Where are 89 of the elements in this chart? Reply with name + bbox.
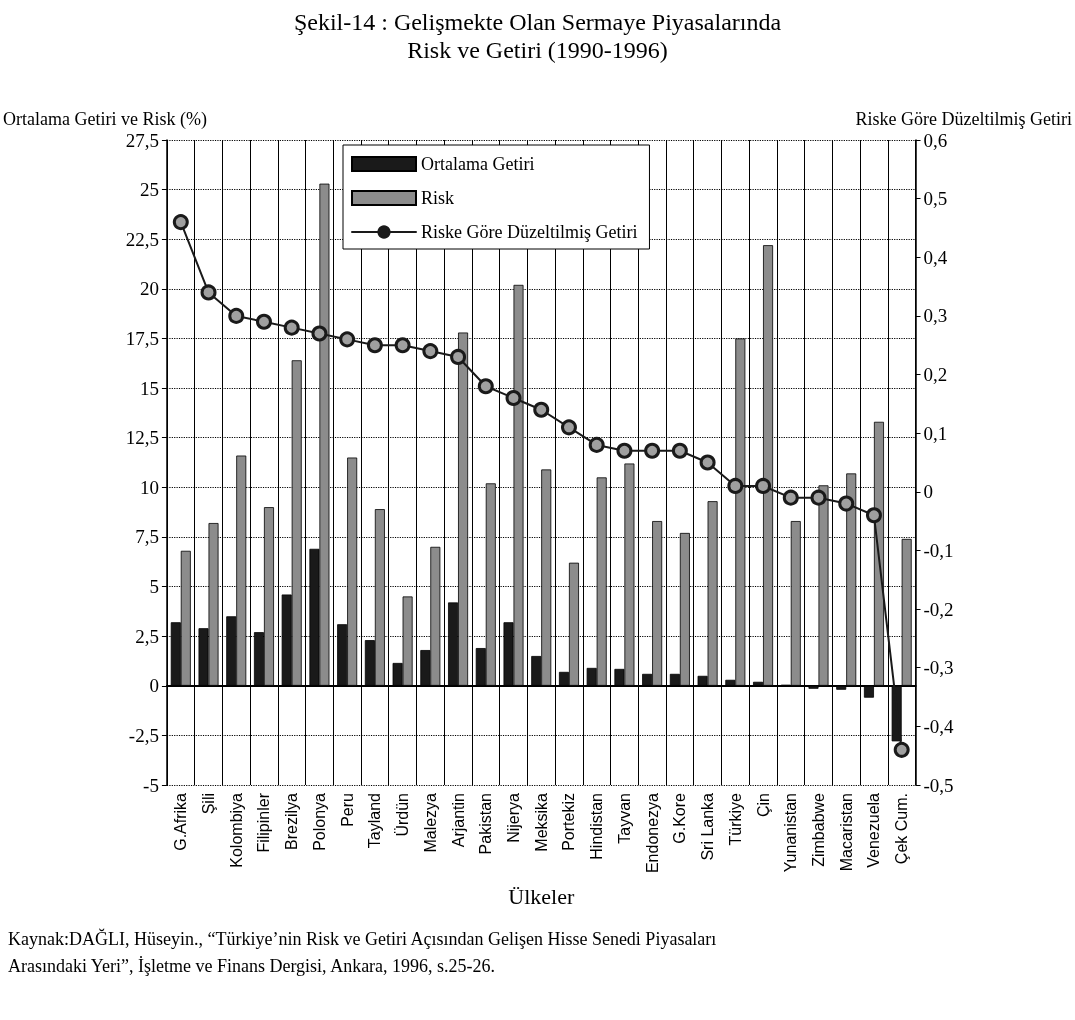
y-tick-label: 17,5 (125, 327, 159, 349)
point (339, 331, 356, 348)
point (255, 313, 272, 330)
x-tick-label: Türkiye (726, 792, 744, 846)
point (450, 348, 467, 365)
point (671, 442, 688, 459)
x-tick-label: Zimbabwe (810, 792, 827, 867)
x-tick-label: Endonezya (643, 792, 661, 874)
y-tick-label: 0 (149, 675, 159, 697)
y-tick-label: 12,5 (125, 427, 159, 449)
x-tick-label: Malezya (421, 792, 439, 853)
text: Kaynak:DAĞLI, Hüseyin., “Türkiye’nin Risk ve Getiri Açısından Gelişen Hisse Senedi Piyasaları Arasındaki Yeri”, İşletme ve Finans Dergisi, Ankara, 1996, s.25-26. (8, 927, 721, 976)
x-tick-label: Peru (338, 793, 356, 827)
point (644, 442, 661, 459)
x-tick-label: Tayland (366, 793, 384, 849)
y-tick-label: 22,5 (125, 228, 159, 250)
point (699, 454, 716, 471)
point (865, 507, 882, 524)
x-tick-label: Sri Lanka (699, 792, 717, 861)
y2-tick-label: 0,6 (923, 129, 948, 151)
point (560, 419, 577, 436)
y2-tick-label: 0,5 (923, 188, 948, 210)
point (422, 343, 439, 360)
x-tick-label: G.Kore (671, 792, 689, 844)
x-tick-label: Tayvan (615, 793, 633, 844)
x-tick-label: Çin (754, 793, 772, 818)
x-tick-label: Çek Cum. (893, 793, 911, 865)
legend-label: Ortalama Getiri (421, 154, 535, 174)
point (228, 307, 245, 324)
point (838, 495, 855, 512)
point (616, 442, 633, 459)
y-tick-label: -5 (143, 774, 159, 796)
y2-tick-label: -0,2 (923, 598, 954, 620)
x-tick-label: Meksika (532, 792, 550, 852)
point (755, 477, 772, 494)
x-tick-label: Nijerya (505, 792, 523, 843)
x-tick-label: Filipinler (255, 792, 273, 853)
y-tick-label: 15 (139, 377, 159, 399)
y2-tick-label: 0,2 (923, 364, 948, 386)
point (810, 489, 827, 506)
y2-tick-label: 0,4 (923, 246, 948, 268)
y2-tick-label: -0,3 (923, 657, 954, 679)
y-tick-label: 27,5 (125, 129, 159, 151)
point (172, 214, 189, 231)
y2-tick-label: 0,3 (923, 305, 948, 327)
x-tick-label: Venezuela (865, 792, 883, 868)
point (505, 390, 522, 406)
x-axis-title: Ülkeler (508, 883, 575, 909)
y2-tick-label: -0,1 (923, 539, 954, 561)
point (200, 284, 217, 301)
x-tick-label: Pakistan (477, 793, 495, 855)
y2-tick-label: 0 (923, 481, 934, 503)
point (394, 337, 411, 354)
y2-tick-label: -0,4 (923, 715, 955, 737)
x-tick-label: Ürdün (394, 793, 412, 837)
chart-subtitle: Risk ve Getiri (1990-1996) (407, 37, 668, 63)
point (283, 319, 300, 336)
point (782, 489, 799, 506)
point (588, 436, 605, 453)
point (533, 401, 550, 418)
x-tick-label: Arjantin (449, 793, 467, 848)
legend-label: Risk (421, 188, 455, 208)
chart-title: Şekil-14 : Gelişmekte Olan Sermaye Piyasalarında (293, 9, 782, 35)
y2-tick-label: -0,5 (923, 774, 954, 796)
point (366, 337, 383, 354)
point (893, 741, 910, 758)
x-tick-label: Yunanistan (782, 793, 800, 873)
point (727, 477, 744, 494)
x-tick-label: Şili (200, 793, 218, 815)
y-tick-label: 25 (139, 179, 159, 201)
y-tick-label: 5 (149, 576, 159, 598)
y2-tick-label: 0,1 (923, 422, 948, 444)
legend-label: Riske Göre Düzeltilmiş Getiri (421, 222, 638, 242)
y-tick-label: -2,5 (128, 724, 159, 746)
y-tick-label: 7,5 (135, 526, 159, 548)
y2-axis-title: Riske Göre Düzeltilmiş Getiri (855, 109, 1073, 129)
x-tick-label: Portekiz (560, 793, 578, 851)
x-tick-label: G.Afrika (172, 792, 190, 851)
y-tick-label: 2,5 (135, 625, 159, 647)
y-tick-label: 20 (139, 278, 159, 300)
y-tick-label: 10 (139, 476, 159, 498)
y-axis-title: Ortalama Getiri ve Risk (%) (3, 109, 207, 130)
x-tick-label: Hindistan (588, 793, 606, 860)
x-tick-label: Polonya (310, 792, 328, 851)
point (477, 378, 494, 395)
point (311, 325, 328, 342)
x-tick-label: Kolombiya (227, 792, 245, 868)
x-tick-label: Brezilya (283, 792, 301, 850)
x-tick-label: Macaristan (837, 793, 855, 872)
